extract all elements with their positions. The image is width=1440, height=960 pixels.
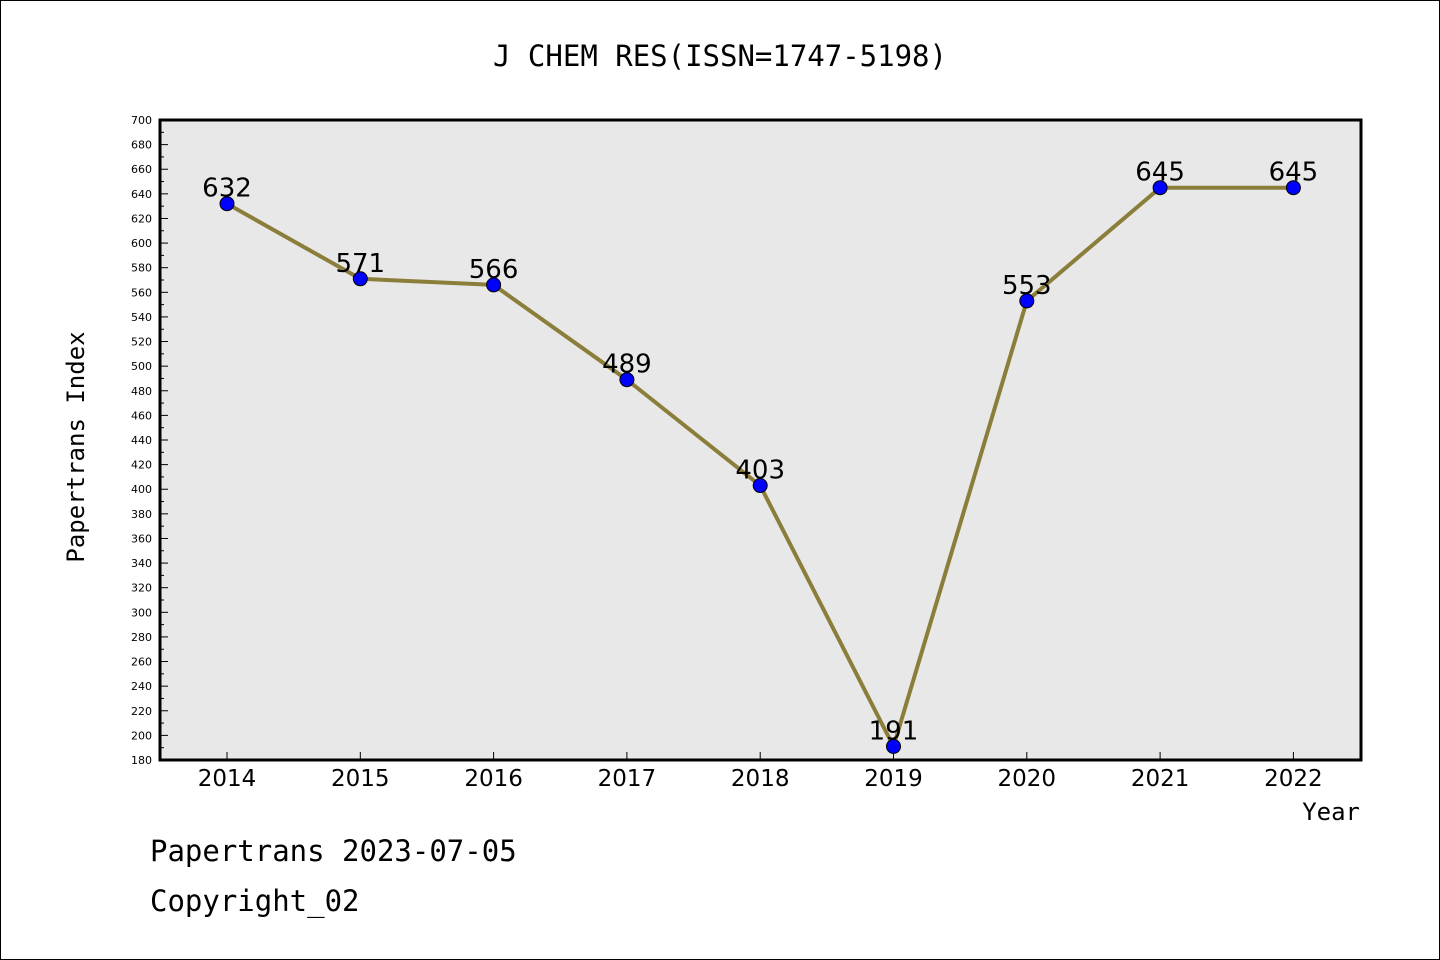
- y-tick-label: 500: [131, 360, 152, 373]
- y-tick-label: 220: [131, 705, 152, 718]
- data-point-marker: [486, 277, 502, 293]
- y-tick-label: 320: [131, 582, 152, 595]
- data-point-marker: [1019, 293, 1035, 309]
- data-value-label: 403: [735, 456, 785, 486]
- x-tick-label: 2019: [864, 766, 923, 792]
- x-tick-label: 2015: [331, 766, 390, 792]
- series-markers: [219, 180, 1301, 754]
- chart-title: J CHEM RES(ISSN=1747-5198): [493, 39, 947, 73]
- y-tick-label: 520: [131, 336, 152, 349]
- y-tick-label: 360: [131, 532, 152, 545]
- data-value-label: 191: [869, 716, 919, 746]
- y-tick-label: 380: [131, 508, 152, 521]
- y-tick-label: 200: [131, 729, 152, 742]
- footer-copyright: Copyright_02: [150, 884, 360, 918]
- data-labels-group: 632 571 566 489 403 191 553 645 645: [202, 158, 1318, 747]
- y-tick-label: 300: [131, 606, 152, 619]
- data-value-label: 571: [335, 249, 385, 279]
- data-value-label: 566: [469, 255, 519, 285]
- y-tick-label: 260: [131, 656, 152, 669]
- y-tick-label: 340: [131, 557, 152, 570]
- y-tick-label: 700: [131, 114, 152, 127]
- y-tick-label: 480: [131, 385, 152, 398]
- y-tick-label: 580: [131, 262, 152, 275]
- data-point-marker: [219, 196, 235, 212]
- y-tick-label: 180: [131, 754, 152, 767]
- y-tick-label: 680: [131, 139, 152, 152]
- y-tick-label: 240: [131, 680, 152, 693]
- y-tick-label: 280: [131, 631, 152, 644]
- y-tick-label: 460: [131, 409, 152, 422]
- footer-date: Papertrans 2023-07-05: [150, 834, 517, 868]
- data-value-label: 645: [1135, 158, 1185, 188]
- x-tick-label: 2017: [598, 766, 657, 792]
- data-point-marker: [752, 478, 768, 494]
- y-tick-label: 600: [131, 237, 152, 250]
- data-point-marker: [352, 271, 368, 287]
- x-axis-ticks: 2014 2015 2016 2017 2018 2019 2020 2021 2022: [198, 752, 1323, 792]
- data-value-label: 645: [1269, 158, 1319, 188]
- y-tick-label: 420: [131, 459, 152, 472]
- x-tick-label: 2016: [464, 766, 523, 792]
- x-tick-label: 2014: [198, 766, 257, 792]
- y-axis-label: Papertrans Index: [62, 331, 90, 562]
- y-axis-ticks: 180 200 220 240 260 280 300 320 340 360 380 400 420 4…: [131, 114, 168, 767]
- y-tick-label: 400: [131, 483, 152, 496]
- data-point-marker: [1285, 180, 1301, 196]
- x-tick-label: 2020: [998, 766, 1057, 792]
- x-tick-label: 2018: [731, 766, 790, 792]
- y-tick-label: 540: [131, 311, 152, 324]
- y-tick-label: 660: [131, 163, 152, 176]
- plot-area: [158, 118, 1363, 762]
- y-tick-label: 620: [131, 212, 152, 225]
- data-point-marker: [1152, 180, 1168, 196]
- y-tick-label: 440: [131, 434, 152, 447]
- data-point-marker: [619, 372, 635, 388]
- x-tick-label: 2022: [1264, 766, 1323, 792]
- y-tick-label: 640: [131, 188, 152, 201]
- x-axis-label: Year: [1302, 798, 1360, 826]
- data-value-label: 489: [602, 350, 652, 380]
- data-point-marker: [886, 738, 901, 754]
- x-tick-label: 2021: [1131, 766, 1190, 792]
- data-value-label: 632: [202, 174, 252, 204]
- data-value-label: 553: [1002, 271, 1052, 301]
- y-tick-label: 560: [131, 286, 152, 299]
